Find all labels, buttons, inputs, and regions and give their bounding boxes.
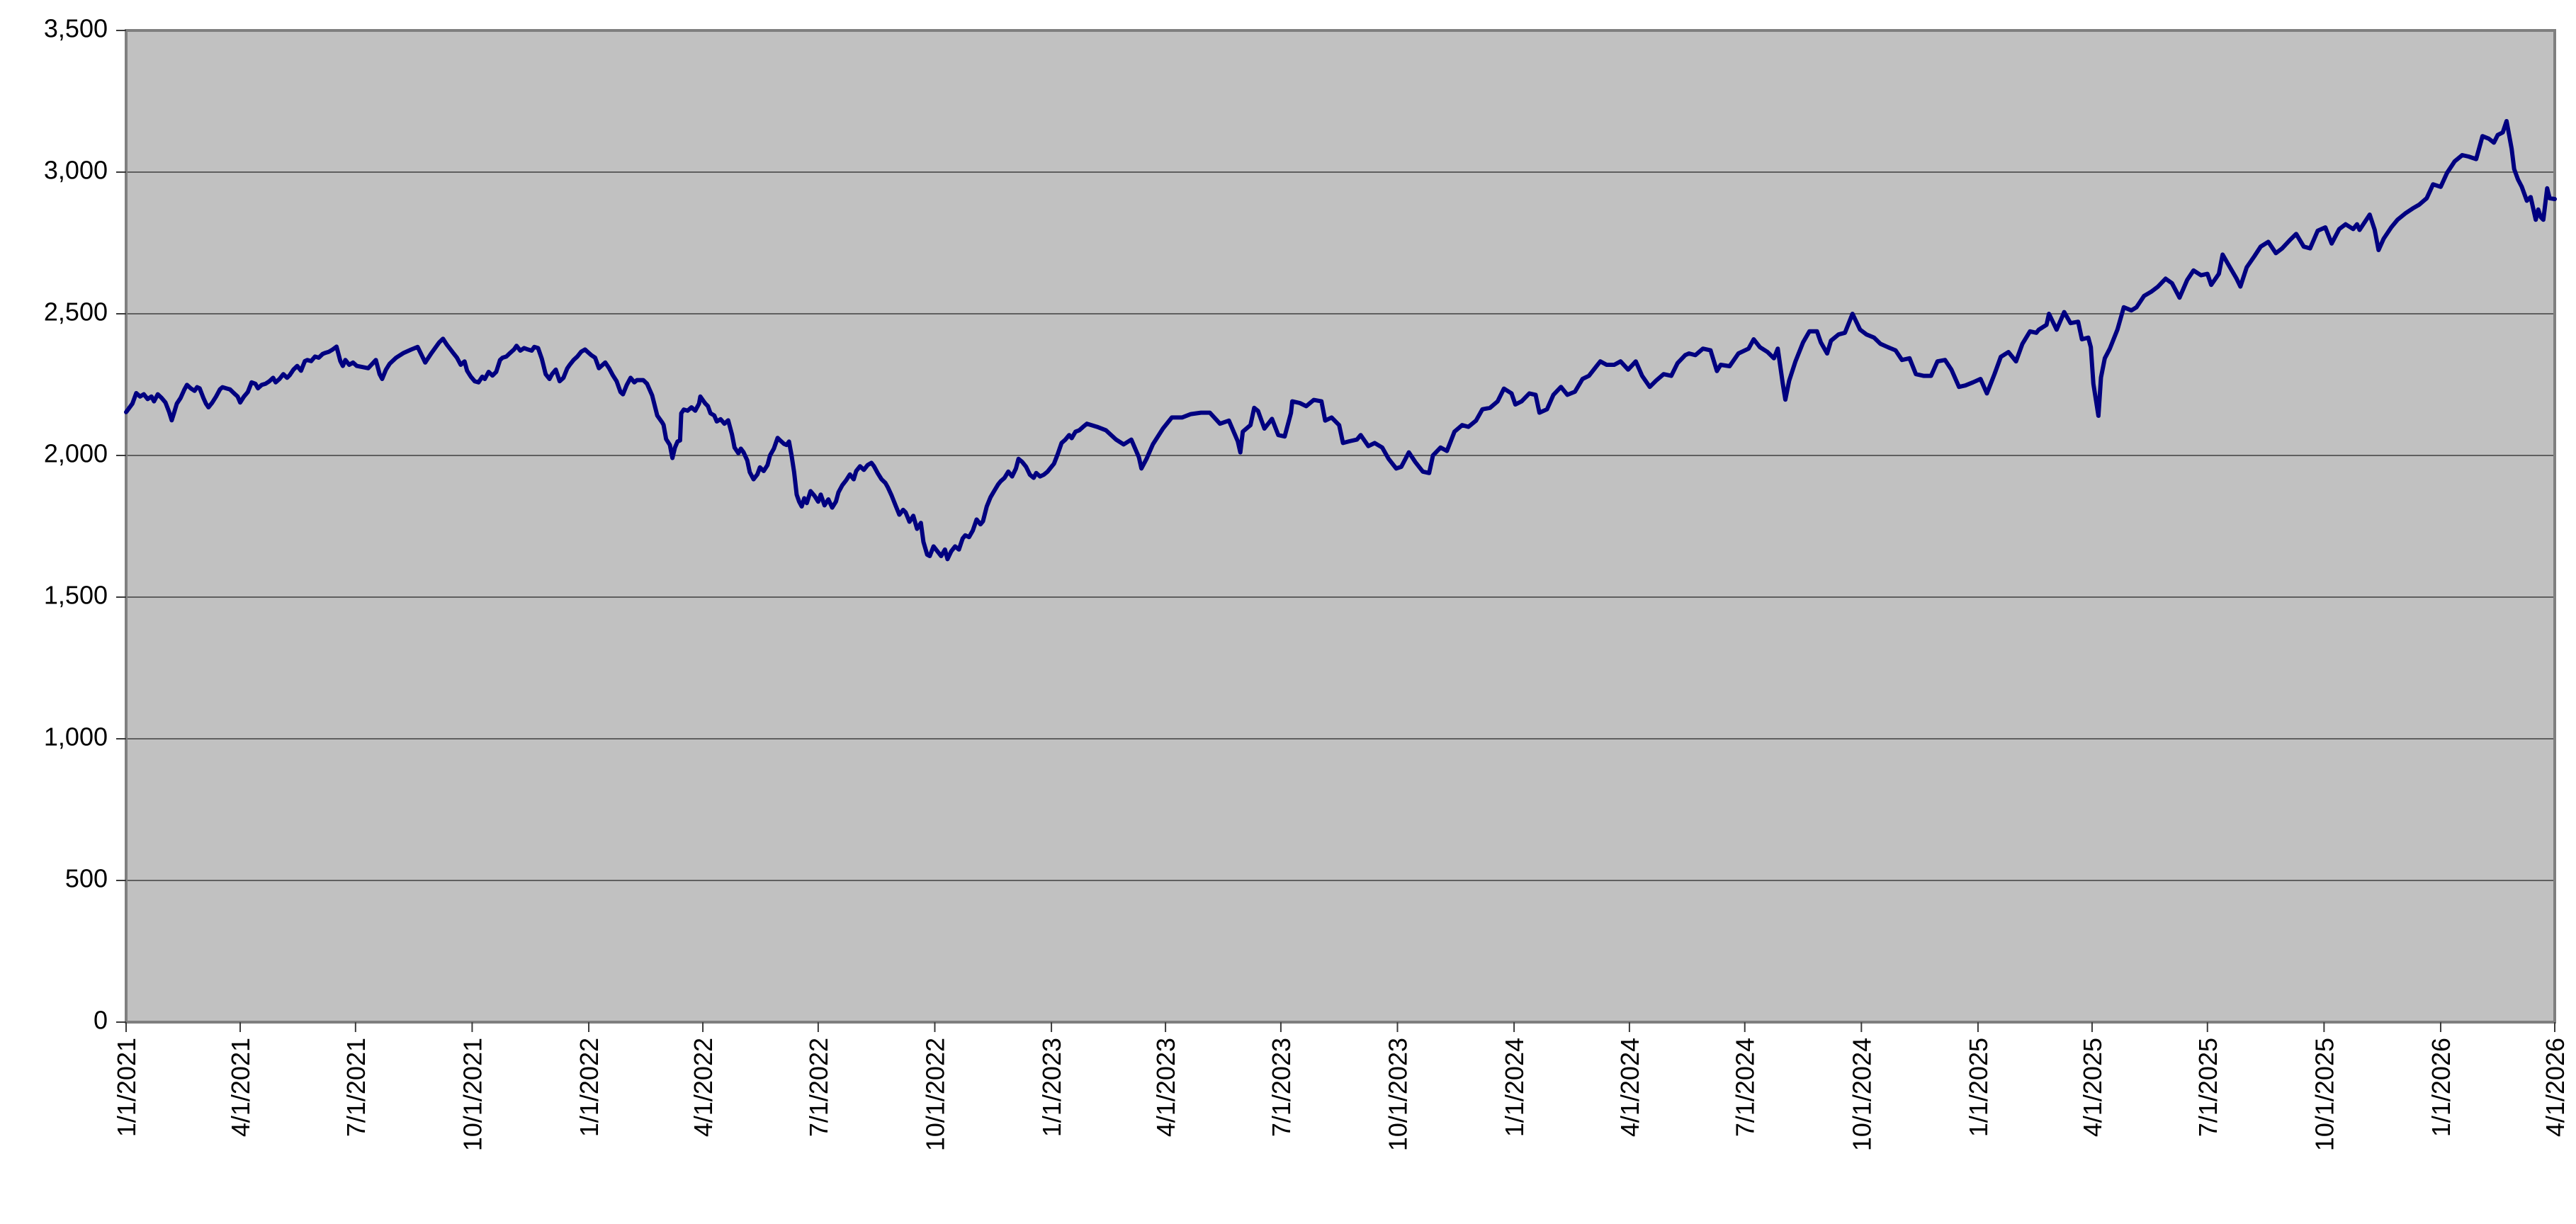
x-tick-label: 7/1/2021	[341, 1038, 371, 1137]
y-tick-label: 1,500	[44, 581, 108, 610]
x-tick-label: 7/1/2022	[804, 1038, 833, 1137]
y-tick-label: 0	[94, 1006, 108, 1035]
x-tick-label: 1/1/2021	[112, 1038, 141, 1137]
x-tick-label: 4/1/2025	[2078, 1038, 2107, 1137]
y-tick-label: 3,000	[44, 156, 108, 185]
plot-border	[125, 29, 2556, 1024]
x-tick-label: 7/1/2025	[2193, 1038, 2222, 1137]
x-tick-label: 4/1/2026	[2541, 1038, 2570, 1137]
x-tick-label: 4/1/2023	[1151, 1038, 1180, 1137]
series-line-index-level	[124, 119, 2557, 562]
x-tick-label: 10/1/2022	[920, 1038, 949, 1151]
x-tick-label: 7/1/2023	[1267, 1038, 1296, 1137]
x-tick-label: 1/1/2024	[1500, 1038, 1529, 1137]
x-tick-label: 1/1/2023	[1037, 1038, 1066, 1137]
x-tick-label: 10/1/2025	[2310, 1038, 2339, 1151]
x-tick-label: 10/1/2021	[458, 1038, 487, 1151]
x-tick-label: 10/1/2023	[1384, 1038, 1413, 1151]
x-tick-label: 10/1/2024	[1847, 1038, 1876, 1151]
x-tick-label: 7/1/2024	[1731, 1038, 1760, 1137]
x-tick-label: 1/1/2026	[2427, 1038, 2456, 1137]
x-tick-label: 1/1/2022	[575, 1038, 604, 1137]
y-tick-label: 1,000	[44, 722, 108, 752]
x-tick-label: 4/1/2024	[1615, 1038, 1644, 1137]
x-tick-label: 4/1/2022	[689, 1038, 718, 1137]
x-tick-label: 4/1/2021	[226, 1038, 255, 1137]
y-tick-label: 3,500	[44, 14, 108, 43]
y-tick-label: 2,500	[44, 298, 108, 327]
y-tick-label: 500	[65, 864, 108, 893]
plot-area	[126, 30, 2555, 1022]
x-tick-label: 1/1/2025	[1964, 1038, 1993, 1137]
y-tick-label: 2,000	[44, 439, 108, 468]
